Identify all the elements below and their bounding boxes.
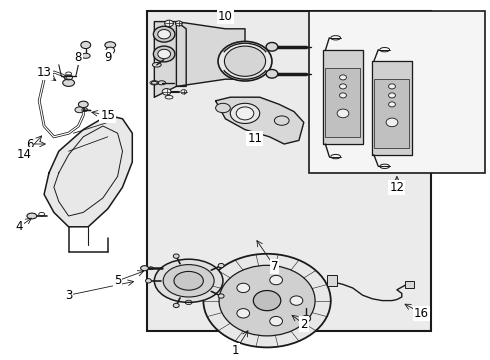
Text: 3: 3 [65,289,73,302]
Ellipse shape [175,21,182,26]
Bar [405,281,414,288]
Ellipse shape [141,266,148,271]
Ellipse shape [236,107,254,120]
Ellipse shape [81,53,90,58]
Bar [147,11,431,331]
Ellipse shape [237,309,249,318]
Ellipse shape [158,49,171,59]
Ellipse shape [389,102,395,107]
Ellipse shape [340,75,346,80]
Ellipse shape [266,69,278,78]
Text: 16: 16 [414,307,429,320]
Text: 9: 9 [104,51,112,64]
Text: 6: 6 [25,138,33,150]
Text: 1: 1 [231,345,239,357]
Text: 8: 8 [74,51,82,64]
Ellipse shape [63,79,74,86]
Ellipse shape [340,84,346,89]
Ellipse shape [174,271,203,290]
Ellipse shape [81,41,91,49]
Ellipse shape [218,294,224,298]
Ellipse shape [386,118,398,127]
Ellipse shape [153,46,175,62]
Bar [309,11,485,173]
Ellipse shape [290,296,303,305]
Ellipse shape [218,264,224,268]
Ellipse shape [219,265,315,336]
Text: 2: 2 [300,318,308,330]
Ellipse shape [274,116,289,125]
Ellipse shape [270,275,283,285]
Ellipse shape [27,213,37,219]
Polygon shape [372,61,412,155]
Text: 5: 5 [114,274,122,287]
Polygon shape [176,22,245,86]
Ellipse shape [253,291,281,311]
Ellipse shape [389,93,395,98]
Ellipse shape [173,303,179,307]
Ellipse shape [75,107,84,113]
Polygon shape [323,50,363,144]
Ellipse shape [163,265,214,297]
Ellipse shape [158,30,171,39]
Ellipse shape [270,316,283,326]
Ellipse shape [237,283,249,293]
Ellipse shape [340,93,346,98]
Ellipse shape [151,81,157,84]
Bar [374,79,409,148]
Ellipse shape [154,259,223,302]
Polygon shape [216,97,304,144]
Ellipse shape [181,90,187,94]
Text: 14: 14 [17,148,32,161]
Text: 15: 15 [100,109,115,122]
Text: 10: 10 [218,10,233,23]
Ellipse shape [165,20,173,27]
Text: 12: 12 [390,181,404,194]
Ellipse shape [218,41,272,81]
Bar [327,275,337,286]
Ellipse shape [216,103,230,113]
Ellipse shape [337,109,349,118]
Text: 4: 4 [16,220,24,233]
Ellipse shape [389,84,395,89]
Bar [325,68,360,137]
Polygon shape [44,115,132,227]
Ellipse shape [266,42,278,51]
Text: 13: 13 [37,66,51,78]
Text: 11: 11 [247,132,262,145]
Ellipse shape [158,81,166,85]
Ellipse shape [230,103,260,123]
Polygon shape [154,22,186,97]
Ellipse shape [152,63,161,67]
Ellipse shape [78,101,88,108]
Ellipse shape [146,279,151,283]
Ellipse shape [106,47,115,54]
Ellipse shape [162,89,171,95]
Ellipse shape [203,254,331,347]
Ellipse shape [153,26,175,42]
Ellipse shape [105,42,116,48]
Ellipse shape [173,254,179,258]
Ellipse shape [224,46,266,76]
Text: 7: 7 [270,260,278,273]
Ellipse shape [302,315,311,322]
